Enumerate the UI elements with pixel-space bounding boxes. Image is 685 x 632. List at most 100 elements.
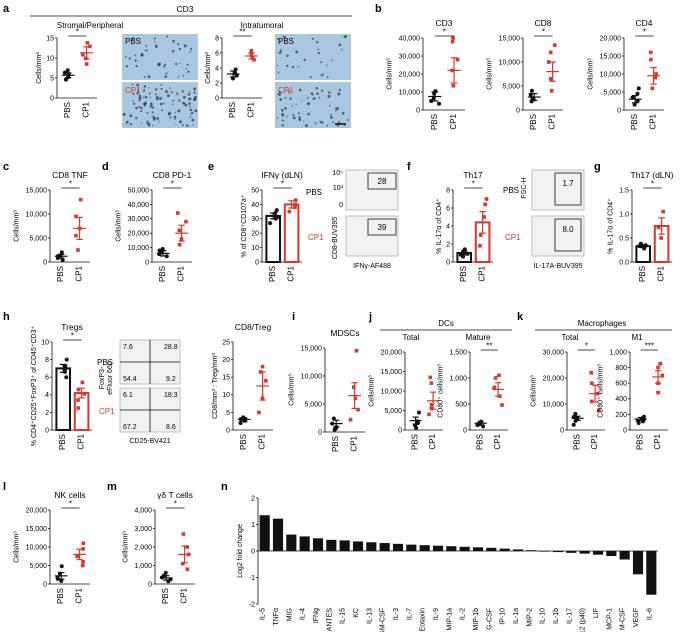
point-CP1 xyxy=(493,376,498,380)
category-label: CP1 xyxy=(657,265,666,281)
panel-label-k: k xyxy=(517,311,524,323)
chart-a1: 0 5 10 15 Cells/mm² PBS CP1 * xyxy=(36,28,97,118)
point-CP1 xyxy=(257,410,261,415)
chart-title: γδ T cells xyxy=(157,490,193,500)
y-tick-label: 10 xyxy=(41,339,49,346)
point-PBS xyxy=(274,208,279,213)
y-tick-label: 800 xyxy=(615,365,627,372)
cell-speck xyxy=(151,111,154,114)
bar-G-CSF xyxy=(486,547,497,551)
point-CP1 xyxy=(84,62,89,66)
category-label: CP1 xyxy=(287,265,296,281)
cell-speck xyxy=(189,102,191,104)
point-CP1 xyxy=(80,563,85,568)
significance-marker: * xyxy=(472,180,475,189)
y-tick-label: 0 xyxy=(43,581,47,588)
point-PBS xyxy=(55,576,60,581)
y-tick-label: 2,000 xyxy=(134,544,152,551)
cell-speck xyxy=(143,85,147,88)
cell-speck xyxy=(336,124,340,127)
cell-speck xyxy=(330,116,333,119)
cell-speck xyxy=(320,74,323,77)
cell-speck xyxy=(140,107,143,110)
cell-speck xyxy=(303,120,305,122)
y-tick-label: 30,000 xyxy=(543,349,565,356)
cell-speck xyxy=(163,65,166,68)
y-tick-label: 15,000 xyxy=(301,345,323,352)
cell-speck xyxy=(149,96,152,99)
point-CP1 xyxy=(648,50,653,55)
y-axis-label: Cells/mm³ xyxy=(289,374,296,406)
point-CP1 xyxy=(497,373,501,378)
point-PBS xyxy=(632,102,637,107)
y-tick-label: 0 xyxy=(617,107,621,114)
y-axis-label: Cells/mm³ xyxy=(116,210,123,242)
panel-label-d: d xyxy=(102,161,109,173)
point-CP1 xyxy=(455,57,460,62)
cell-speck xyxy=(128,57,131,60)
point-PBS xyxy=(64,375,69,380)
y-tick-label: 15,000 xyxy=(381,369,403,376)
chart-title: Th17 xyxy=(463,170,483,180)
cell-speck xyxy=(164,63,167,66)
point-CP1 xyxy=(76,398,80,402)
cell-speck xyxy=(297,112,300,115)
point-CP1 xyxy=(82,392,87,396)
y-axis-label: Cells/mm³ xyxy=(123,531,130,563)
category-label: CP1 xyxy=(478,265,487,281)
point-CP1 xyxy=(81,541,86,546)
bar-MIP-1a xyxy=(446,546,457,551)
significance-marker: * xyxy=(651,180,654,189)
cell-speck xyxy=(335,109,337,112)
cell-speck xyxy=(143,76,146,79)
y-tick-label: 10,000 xyxy=(301,373,323,380)
cell-speck xyxy=(185,68,188,70)
cell-speck xyxy=(164,90,168,93)
cell-speck xyxy=(344,125,346,127)
y-tick-label: 0 xyxy=(463,427,467,434)
cell-speck xyxy=(157,120,160,122)
bar-IL-5 xyxy=(259,515,270,551)
cell-speck xyxy=(137,88,140,91)
cell-speck xyxy=(186,63,189,66)
flow-f-plot-pbs xyxy=(531,169,585,211)
flow-h-q4-pbs: 9.2 xyxy=(166,376,176,383)
panel-label-e: e xyxy=(208,161,214,173)
cell-speck xyxy=(135,64,138,68)
cell-speck xyxy=(174,112,176,114)
cell-speck xyxy=(291,65,295,69)
y-tick-label: 10,000 xyxy=(600,71,622,78)
significance-marker: * xyxy=(443,28,446,37)
significance-marker: ** xyxy=(486,342,492,351)
category-label: CP1 xyxy=(649,113,658,129)
chart-title: CD8/Treg xyxy=(235,322,272,332)
y-tick-label: 10 xyxy=(251,245,259,252)
flow-e-gate-cp1 xyxy=(367,218,397,236)
flow-h-q3-pbs: 54.4 xyxy=(123,376,137,383)
bar-M-CSF xyxy=(619,551,630,560)
category-label: VEGF xyxy=(633,608,640,627)
chart-g: 0.0 0.5 1.0 1.5 % IL-17α of CD4⁺ Th17 (dLN) PB… xyxy=(607,170,673,282)
point-CP1 xyxy=(76,406,81,410)
cell-speck xyxy=(175,124,177,126)
cell-speck xyxy=(277,71,280,74)
cell-speck xyxy=(179,62,181,64)
y-axis-label: CD80⁺ cells/mm³ xyxy=(438,364,445,418)
y-tick-label: 10,000 xyxy=(543,401,565,408)
y-tick-label: 40,000 xyxy=(128,202,150,209)
y-tick-label: 1.5 xyxy=(619,187,629,194)
category-label: PBS xyxy=(630,114,639,130)
cell-speck xyxy=(307,112,310,116)
category-label: IL-9 xyxy=(433,608,440,620)
cell-speck xyxy=(172,50,175,53)
cell-speck xyxy=(155,88,158,91)
category-label: CP1 xyxy=(75,265,84,281)
cell-speck xyxy=(187,70,190,73)
cell-speck xyxy=(288,92,290,94)
point-PBS xyxy=(571,422,576,427)
flow-f-value-pbs: 1.7 xyxy=(562,179,574,188)
cell-speck xyxy=(133,102,136,105)
flow-h-q1-pbs: 7.6 xyxy=(123,344,133,351)
point-CP1 xyxy=(492,385,497,390)
